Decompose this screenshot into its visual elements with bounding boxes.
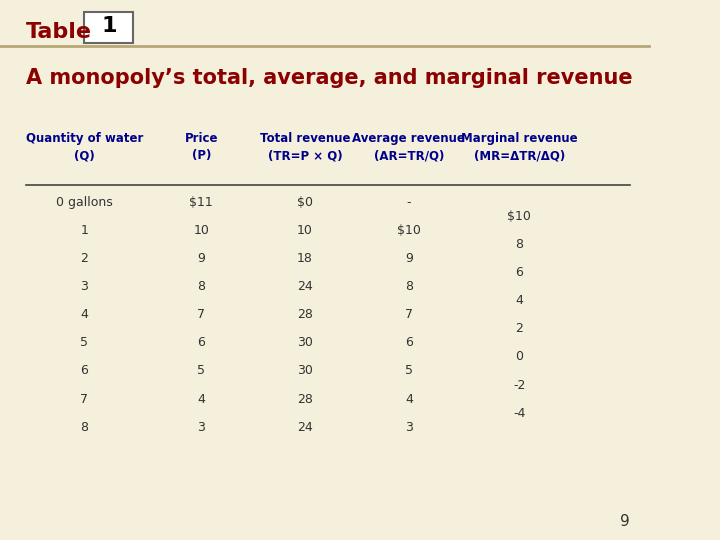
Text: 8: 8 xyxy=(516,238,523,251)
Text: $10: $10 xyxy=(508,210,531,223)
Text: Quantity of water
(Q): Quantity of water (Q) xyxy=(26,132,143,163)
Text: 9: 9 xyxy=(405,252,413,265)
Text: 10: 10 xyxy=(297,224,313,237)
Text: 8: 8 xyxy=(197,280,205,293)
Text: 8: 8 xyxy=(405,280,413,293)
Text: 9: 9 xyxy=(197,252,205,265)
Text: 28: 28 xyxy=(297,393,313,406)
Text: 0: 0 xyxy=(516,350,523,363)
Text: 24: 24 xyxy=(297,421,313,434)
Text: 6: 6 xyxy=(405,336,413,349)
Text: 30: 30 xyxy=(297,364,313,377)
Text: Table: Table xyxy=(26,22,92,42)
Text: -: - xyxy=(407,196,411,209)
FancyBboxPatch shape xyxy=(84,12,133,43)
Text: $0: $0 xyxy=(297,196,313,209)
Text: 6: 6 xyxy=(516,266,523,279)
Text: $10: $10 xyxy=(397,224,421,237)
Text: 0 gallons: 0 gallons xyxy=(56,196,113,209)
Text: 10: 10 xyxy=(193,224,209,237)
Text: Marginal revenue
(MR=ΔTR/ΔQ): Marginal revenue (MR=ΔTR/ΔQ) xyxy=(461,132,577,163)
Text: Total revenue
(TR=P × Q): Total revenue (TR=P × Q) xyxy=(260,132,351,163)
Text: 24: 24 xyxy=(297,280,313,293)
Text: 5: 5 xyxy=(81,336,89,349)
Text: 1: 1 xyxy=(81,224,89,237)
Text: 1: 1 xyxy=(102,16,117,37)
Text: $11: $11 xyxy=(189,196,213,209)
Text: 4: 4 xyxy=(81,308,89,321)
Text: 3: 3 xyxy=(197,421,205,434)
Text: 28: 28 xyxy=(297,308,313,321)
Text: 4: 4 xyxy=(516,294,523,307)
Text: Average revenue
(AR=TR/Q): Average revenue (AR=TR/Q) xyxy=(353,132,465,163)
Text: 8: 8 xyxy=(81,421,89,434)
Text: 18: 18 xyxy=(297,252,313,265)
Text: 4: 4 xyxy=(197,393,205,406)
Text: 9: 9 xyxy=(620,514,629,529)
Text: -4: -4 xyxy=(513,407,526,420)
Text: Price
(P): Price (P) xyxy=(184,132,218,163)
Text: 5: 5 xyxy=(197,364,205,377)
Text: 7: 7 xyxy=(81,393,89,406)
Text: A monopoly’s total, average, and marginal revenue: A monopoly’s total, average, and margina… xyxy=(26,68,633,87)
Text: 6: 6 xyxy=(81,364,89,377)
Text: -2: -2 xyxy=(513,379,526,392)
Text: 4: 4 xyxy=(405,393,413,406)
Text: 7: 7 xyxy=(197,308,205,321)
Text: 7: 7 xyxy=(405,308,413,321)
Text: 30: 30 xyxy=(297,336,313,349)
Text: 3: 3 xyxy=(405,421,413,434)
Text: 6: 6 xyxy=(197,336,205,349)
Text: 5: 5 xyxy=(405,364,413,377)
Text: 2: 2 xyxy=(516,322,523,335)
Text: 2: 2 xyxy=(81,252,89,265)
Text: 3: 3 xyxy=(81,280,89,293)
